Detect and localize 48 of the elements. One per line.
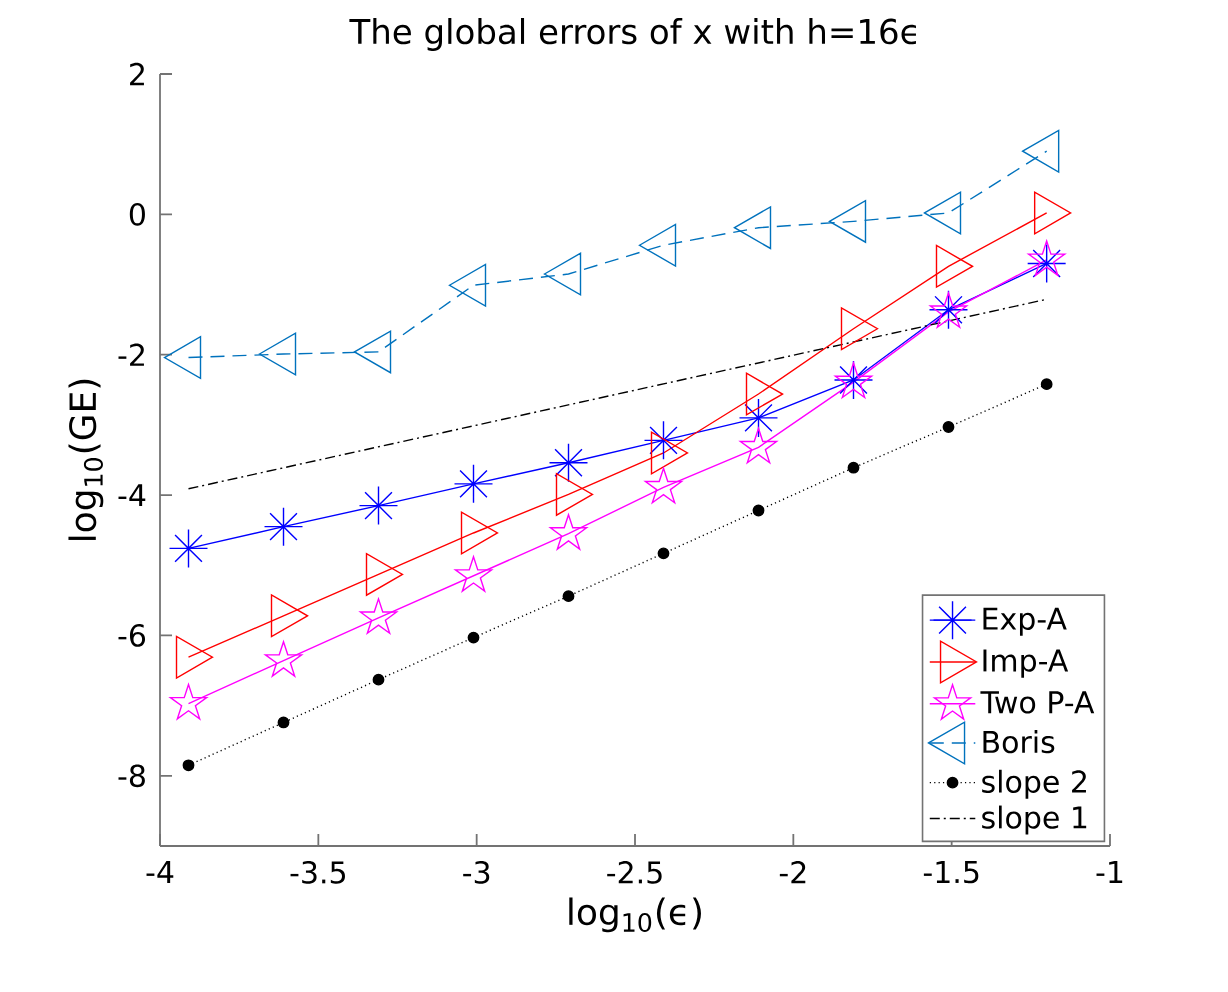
point: [548, 443, 589, 483]
point: [657, 547, 670, 560]
point: [562, 590, 575, 603]
point: [182, 759, 195, 772]
point: [453, 464, 494, 504]
x-axis-title: log$_{10}$(ϵ): [569, 897, 701, 933]
point: [358, 485, 399, 526]
legend-label: Boris: [983, 730, 1055, 754]
point: [372, 673, 385, 686]
legend-label: Two P-A: [980, 691, 1095, 714]
point: [168, 528, 209, 569]
point: [264, 641, 303, 677]
x-tick-label: -3.5: [290, 861, 345, 884]
y-tick-label: -6: [118, 624, 146, 647]
point: [169, 683, 208, 720]
x-tick-label: -1: [1096, 861, 1123, 883]
y-tick-label: 2: [130, 62, 144, 86]
point: [467, 631, 480, 644]
point: [752, 504, 765, 517]
x-tick-label: -2.5: [607, 861, 662, 884]
x-tick-label: -4: [146, 861, 174, 883]
point: [359, 598, 398, 634]
legend-label: slope 2: [982, 769, 1086, 799]
x-tick-label: -2: [779, 861, 806, 884]
point: [739, 427, 778, 464]
point: [454, 556, 493, 592]
y-axis-title: log$_{10}$(GE): [68, 379, 104, 540]
point: [644, 467, 683, 504]
chart-title: The global errors of x with h=16ϵ: [349, 18, 916, 51]
y-tick-label: -4: [118, 484, 146, 507]
point: [643, 420, 684, 461]
x-tick-label: -3: [463, 861, 490, 884]
legend-label: slope 1: [982, 805, 1087, 835]
legend-label: Exp-A: [983, 607, 1067, 636]
y-tick-label: -2: [118, 343, 144, 366]
point: [263, 506, 304, 547]
point: [1040, 378, 1053, 391]
point: [942, 421, 955, 433]
y-tick-label: -8: [118, 764, 145, 788]
point: [277, 716, 290, 729]
legend-label: Imp-A: [983, 649, 1069, 678]
point: [847, 461, 860, 474]
point: [1027, 240, 1066, 277]
point: [549, 513, 588, 550]
point: [738, 398, 779, 438]
x-tick-label: -1.5: [923, 861, 979, 884]
point: [1026, 243, 1067, 284]
y-tick-label: 0: [129, 203, 145, 226]
